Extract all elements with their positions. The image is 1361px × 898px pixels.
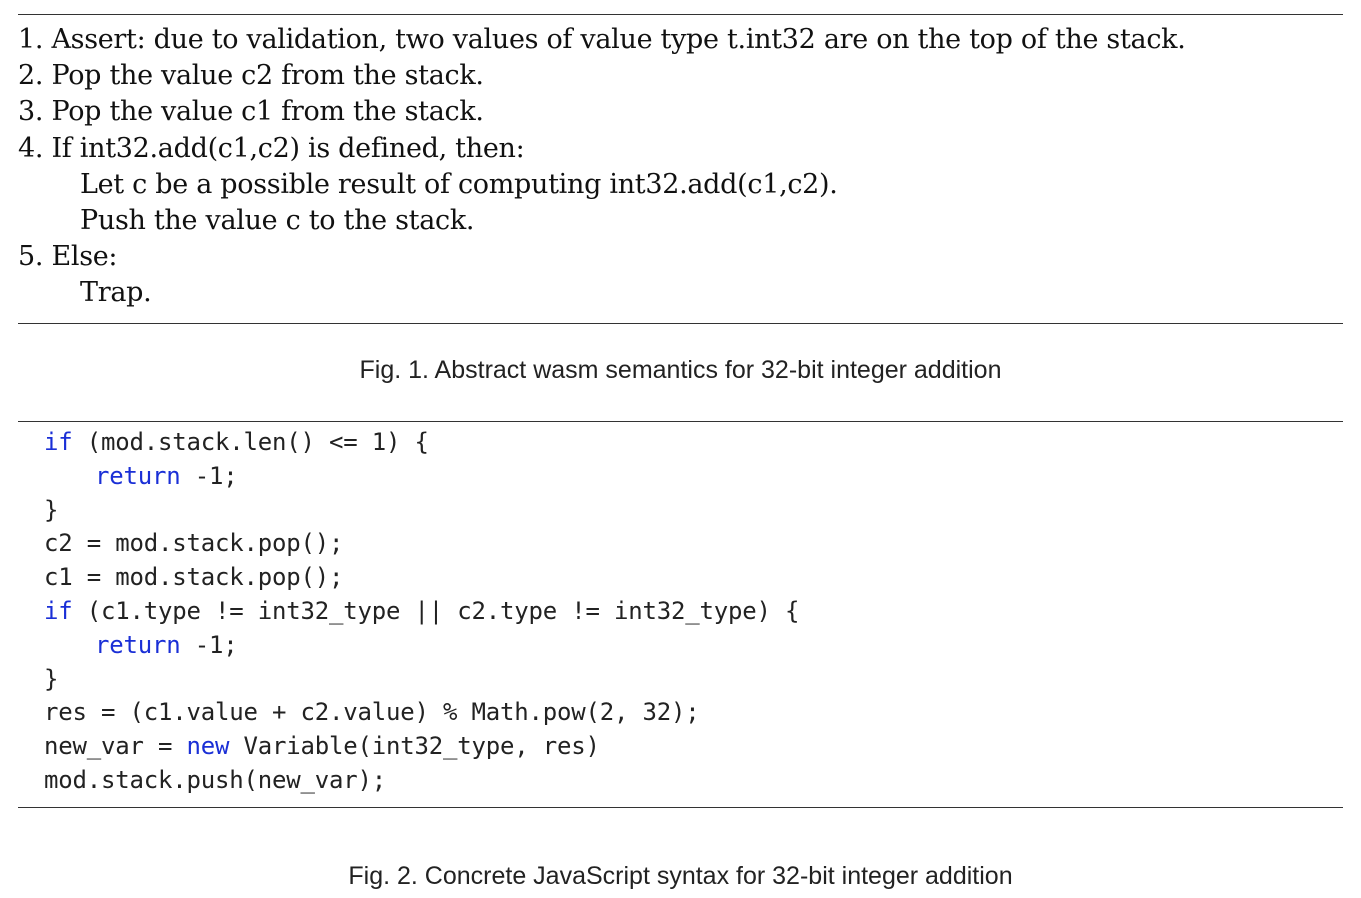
- code-line-10: new_var = new Variable(int32_type, res): [44, 730, 799, 764]
- figure1-top-rule: [18, 14, 1343, 15]
- code-line-7: return -1;: [44, 629, 799, 663]
- code-line-3: }: [44, 495, 59, 524]
- figure1-algorithm: 1. Assert: due to validation, two values…: [18, 22, 1338, 312]
- code-text: (mod.stack.len() <= 1) {: [72, 428, 429, 456]
- code-keyword: if: [44, 596, 73, 625]
- code-keyword: new: [186, 732, 230, 761]
- code-keyword: if: [44, 428, 73, 456]
- algorithm-step-5-sub-1: Trap.: [80, 277, 152, 309]
- code-text: -1;: [180, 630, 238, 659]
- code-text: new_var =: [44, 732, 187, 761]
- code-line-9: res = (c1.value + c2.value) % Math.pow(2…: [44, 698, 700, 727]
- figure1-bottom-rule: [18, 323, 1343, 324]
- figure1-caption: Fig. 1. Abstract wasm semantics for 32-b…: [359, 356, 1002, 384]
- algorithm-step-2: 2. Pop the value c2 from the stack.: [18, 60, 484, 92]
- algorithm-step-4: 4. If int32.add(c1,c2) is defined, then:: [18, 132, 525, 164]
- code-keyword: return: [95, 461, 181, 490]
- code-line-5: c1 = mod.stack.pop();: [44, 563, 344, 592]
- code-line-11: mod.stack.push(new_var);: [44, 765, 386, 794]
- code-text: -1;: [180, 461, 238, 490]
- algorithm-step-4-sub-1: Let c be a possible result of computing …: [80, 168, 838, 200]
- figure2-top-rule: [18, 421, 1343, 422]
- code-line-1: if (mod.stack.len() <= 1) {: [44, 426, 799, 460]
- code-text: Variable(int32_type, res): [229, 732, 600, 761]
- algorithm-step-1: 1. Assert: due to validation, two values…: [18, 24, 1186, 55]
- figure2-bottom-rule: [18, 807, 1343, 808]
- code-line-8: }: [44, 664, 59, 693]
- algorithm-step-4-sub-2: Push the value c to the stack.: [80, 204, 475, 236]
- figure2-code-block: if (mod.stack.len() <= 1) { return -1; }…: [44, 426, 799, 798]
- code-line-6: if (c1.type != int32_type || c2.type != …: [44, 595, 799, 629]
- algorithm-step-5: 5. Else:: [18, 241, 118, 273]
- algorithm-step-3: 3. Pop the value c1 from the stack.: [18, 96, 484, 128]
- code-text: (c1.type != int32_type || c2.type != int…: [72, 596, 800, 625]
- figure2-caption: Fig. 2. Concrete JavaScript syntax for 3…: [348, 862, 1013, 890]
- code-line-2: return -1;: [44, 460, 799, 494]
- code-keyword: return: [95, 630, 181, 659]
- code-line-4: c2 = mod.stack.pop();: [44, 529, 344, 558]
